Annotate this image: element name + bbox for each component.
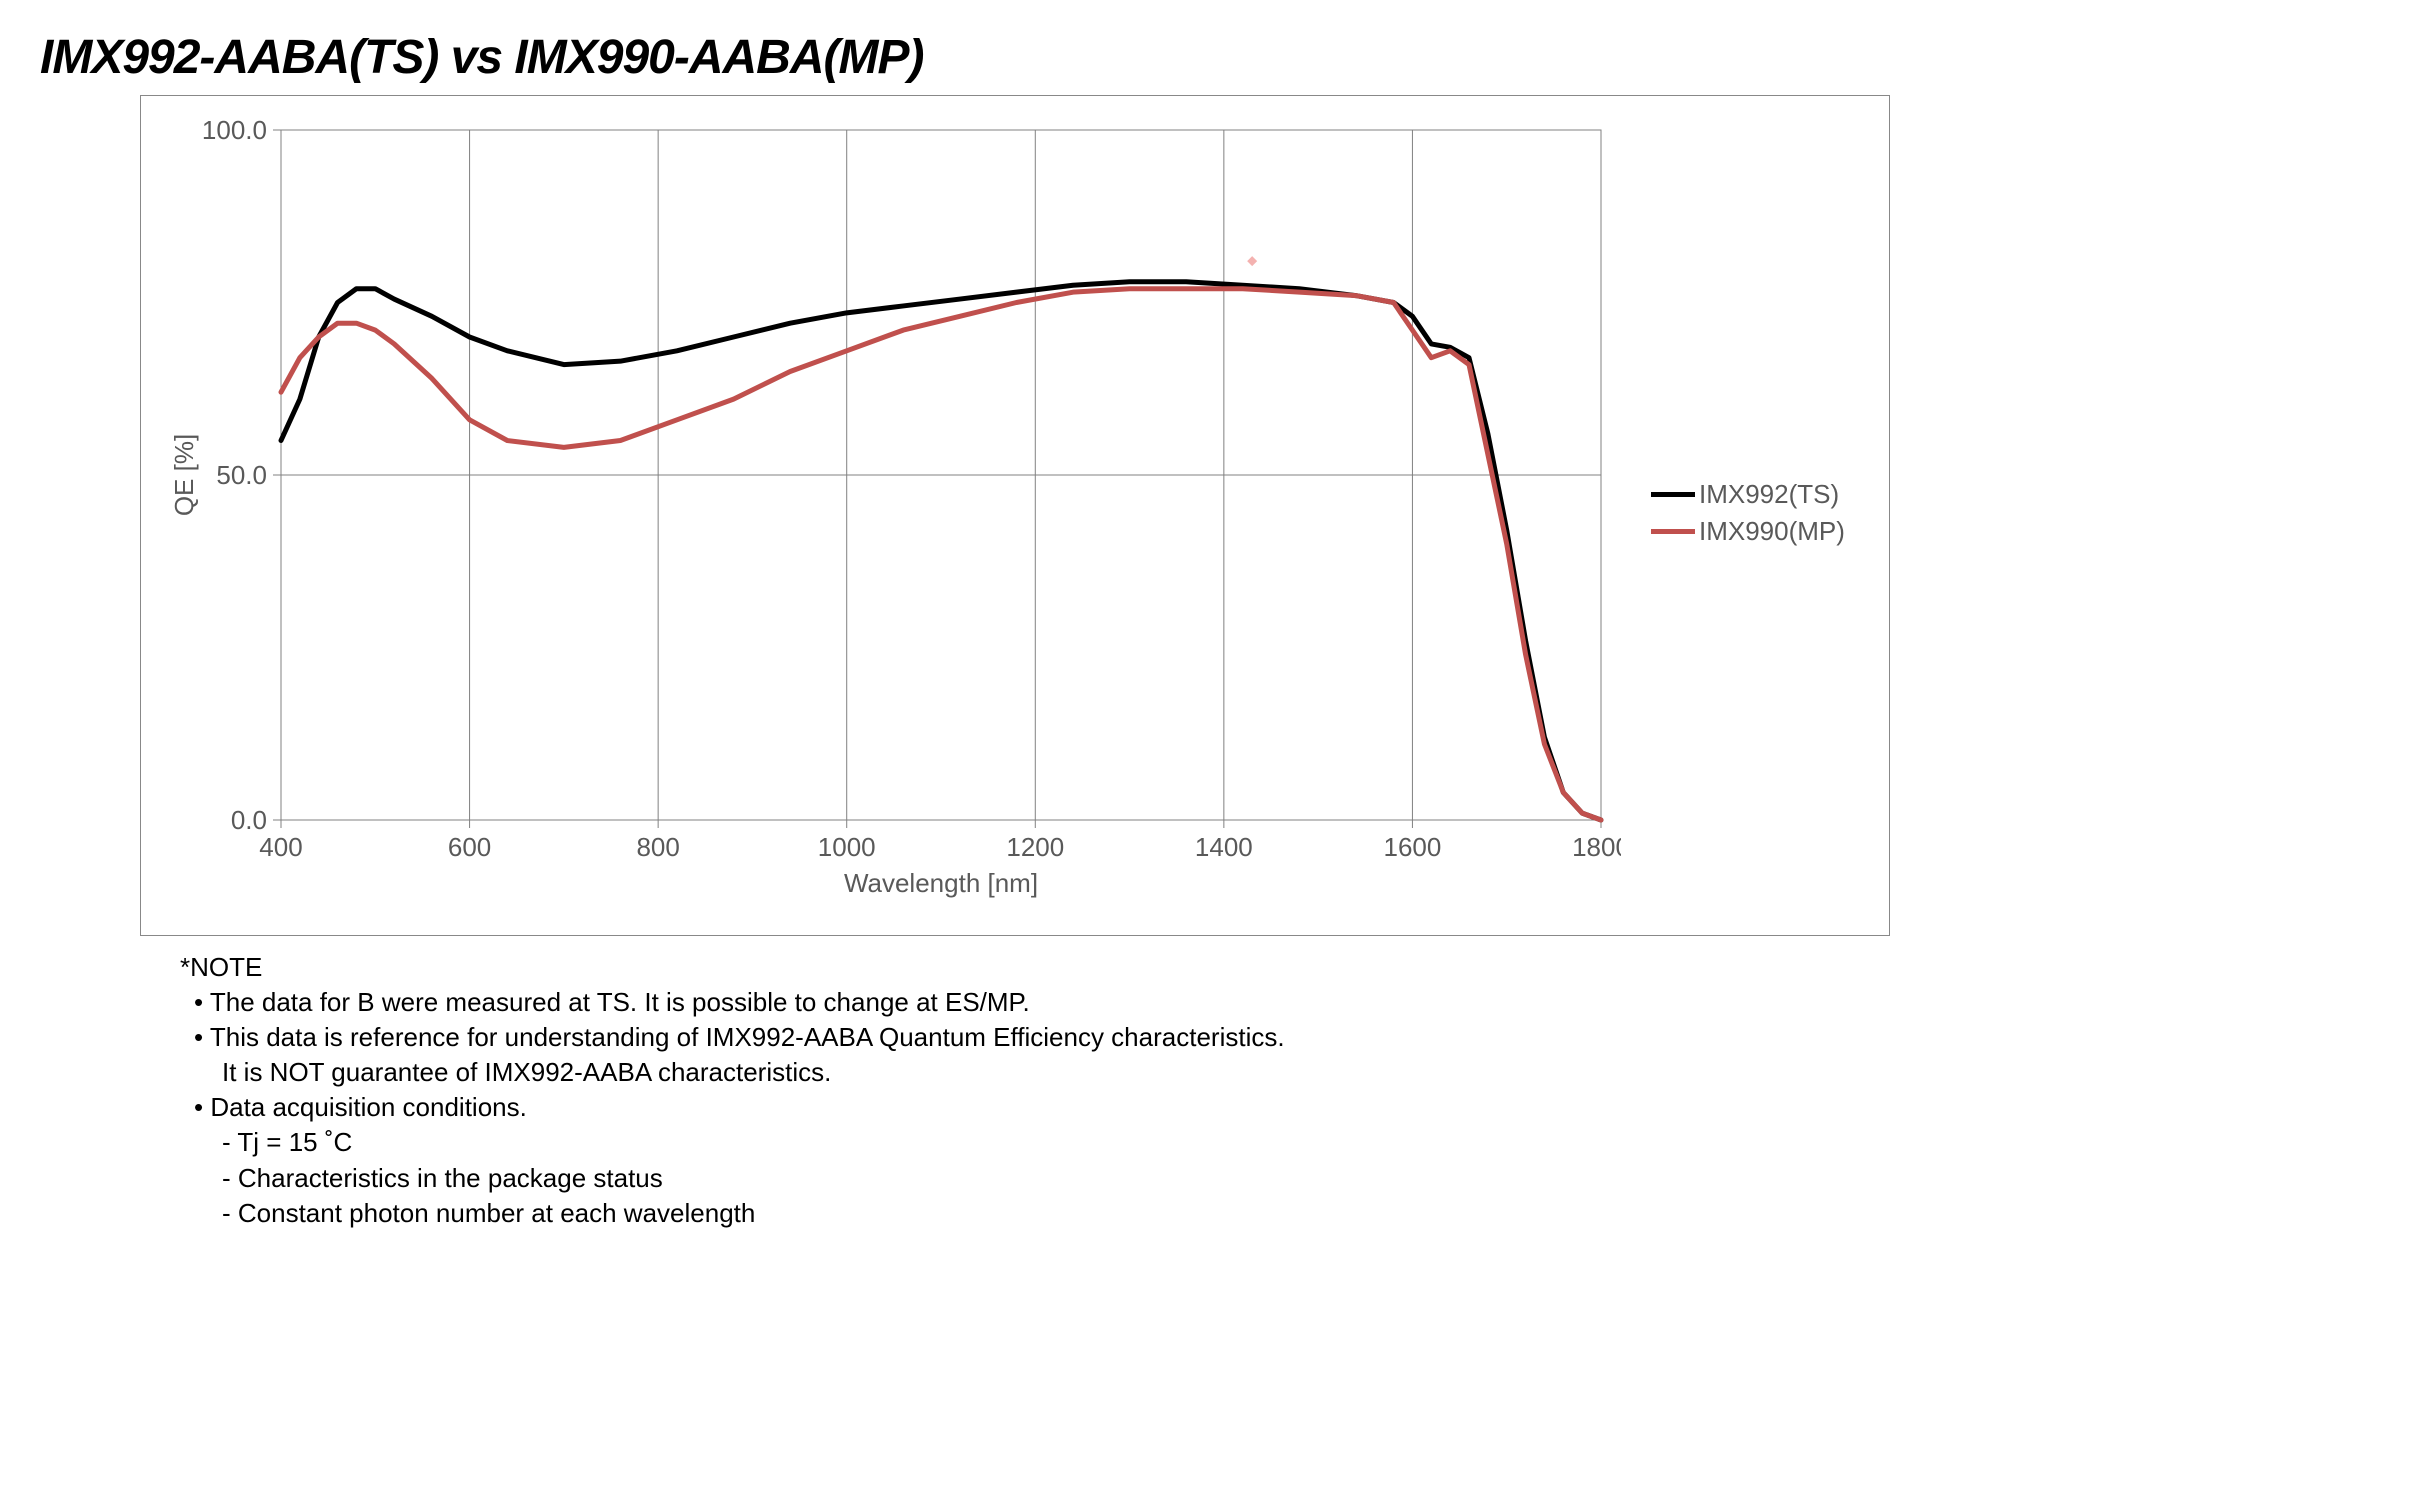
- x-axis-label: Wavelength [nm]: [844, 868, 1038, 898]
- x-tick-label: 1400: [1195, 832, 1253, 862]
- x-tick-label: 1200: [1006, 832, 1064, 862]
- note-subline: - Characteristics in the package status: [180, 1161, 2385, 1196]
- x-tick-label: 1000: [818, 832, 876, 862]
- y-tick-label: 50.0: [216, 460, 267, 490]
- legend-swatch: [1651, 529, 1695, 534]
- note-bullet: • This data is reference for understandi…: [180, 1020, 2385, 1055]
- chart-container: 400 600 800 1000 1200 1400 1600 1800 0.0 50.0 100.…: [140, 95, 1890, 936]
- x-tick-label: 400: [259, 832, 302, 862]
- legend-item: IMX990(MP): [1651, 516, 1845, 547]
- legend-label: IMX992(TS): [1699, 479, 1839, 510]
- legend-item: IMX992(TS): [1651, 479, 1845, 510]
- note-subline: It is NOT guarantee of IMX992-AABA chara…: [180, 1055, 2385, 1090]
- legend-swatch: [1651, 492, 1695, 497]
- note-bullet: • Data acquisition conditions.: [180, 1090, 2385, 1125]
- x-tick-label: 1800: [1572, 832, 1621, 862]
- chart-plot: 400 600 800 1000 1200 1400 1600 1800 0.0 50.0 100.…: [161, 110, 1621, 915]
- x-tick-label: 800: [636, 832, 679, 862]
- notes-block: *NOTE • The data for B were measured at …: [180, 950, 2385, 1231]
- x-tick-label: 600: [448, 832, 491, 862]
- note-bullet: • The data for B were measured at TS. It…: [180, 985, 2385, 1020]
- x-tick-label: 1600: [1384, 832, 1442, 862]
- note-subline: - Tj = 15 ˚C: [180, 1125, 2385, 1160]
- y-axis-label: QE [%]: [169, 434, 199, 516]
- legend-label: IMX990(MP): [1699, 516, 1845, 547]
- y-tick-label: 0.0: [231, 805, 267, 835]
- notes-heading: *NOTE: [180, 950, 2385, 985]
- chart-legend: IMX992(TS) IMX990(MP): [1651, 473, 1845, 553]
- y-tick-label: 100.0: [202, 115, 267, 145]
- page-title: IMX992-AABA(TS) vs IMX990-AABA(MP): [40, 30, 2385, 85]
- note-subline: - Constant photon number at each wavelen…: [180, 1196, 2385, 1231]
- chart-svg: 400 600 800 1000 1200 1400 1600 1800 0.0 50.0 100.…: [161, 110, 1621, 910]
